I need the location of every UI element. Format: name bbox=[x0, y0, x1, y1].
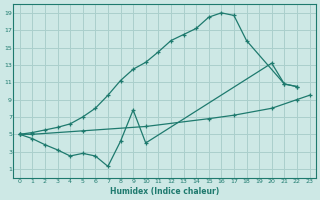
X-axis label: Humidex (Indice chaleur): Humidex (Indice chaleur) bbox=[110, 187, 219, 196]
